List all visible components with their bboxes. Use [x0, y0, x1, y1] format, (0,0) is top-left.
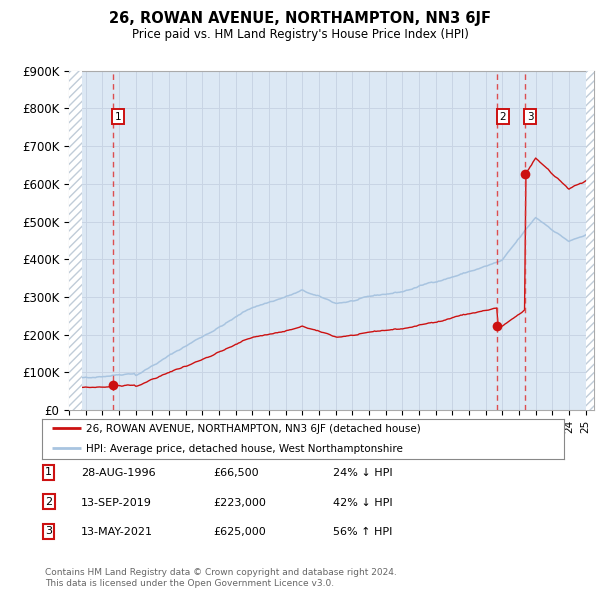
Text: £66,500: £66,500 — [213, 468, 259, 478]
Text: 1: 1 — [45, 467, 52, 477]
Text: 24% ↓ HPI: 24% ↓ HPI — [333, 468, 392, 478]
Text: 3: 3 — [45, 526, 52, 536]
Text: 2: 2 — [45, 497, 52, 507]
Text: 2: 2 — [499, 112, 506, 122]
Text: 28-AUG-1996: 28-AUG-1996 — [81, 468, 155, 478]
Text: 56% ↑ HPI: 56% ↑ HPI — [333, 527, 392, 537]
Text: Price paid vs. HM Land Registry's House Price Index (HPI): Price paid vs. HM Land Registry's House … — [131, 28, 469, 41]
Text: £625,000: £625,000 — [213, 527, 266, 537]
Text: 1: 1 — [115, 112, 122, 122]
Bar — [586, 71, 594, 410]
Text: 3: 3 — [527, 112, 533, 122]
Text: 13-SEP-2019: 13-SEP-2019 — [81, 498, 152, 508]
Text: HPI: Average price, detached house, West Northamptonshire: HPI: Average price, detached house, West… — [86, 444, 403, 454]
Text: 13-MAY-2021: 13-MAY-2021 — [81, 527, 153, 537]
Text: 42% ↓ HPI: 42% ↓ HPI — [333, 498, 392, 508]
Text: 26, ROWAN AVENUE, NORTHAMPTON, NN3 6JF: 26, ROWAN AVENUE, NORTHAMPTON, NN3 6JF — [109, 11, 491, 25]
Text: 26, ROWAN AVENUE, NORTHAMPTON, NN3 6JF (detached house): 26, ROWAN AVENUE, NORTHAMPTON, NN3 6JF (… — [86, 424, 421, 434]
Text: £223,000: £223,000 — [213, 498, 266, 508]
Text: Contains HM Land Registry data © Crown copyright and database right 2024.: Contains HM Land Registry data © Crown c… — [45, 568, 397, 576]
Text: This data is licensed under the Open Government Licence v3.0.: This data is licensed under the Open Gov… — [45, 579, 334, 588]
Bar — [69, 71, 82, 410]
